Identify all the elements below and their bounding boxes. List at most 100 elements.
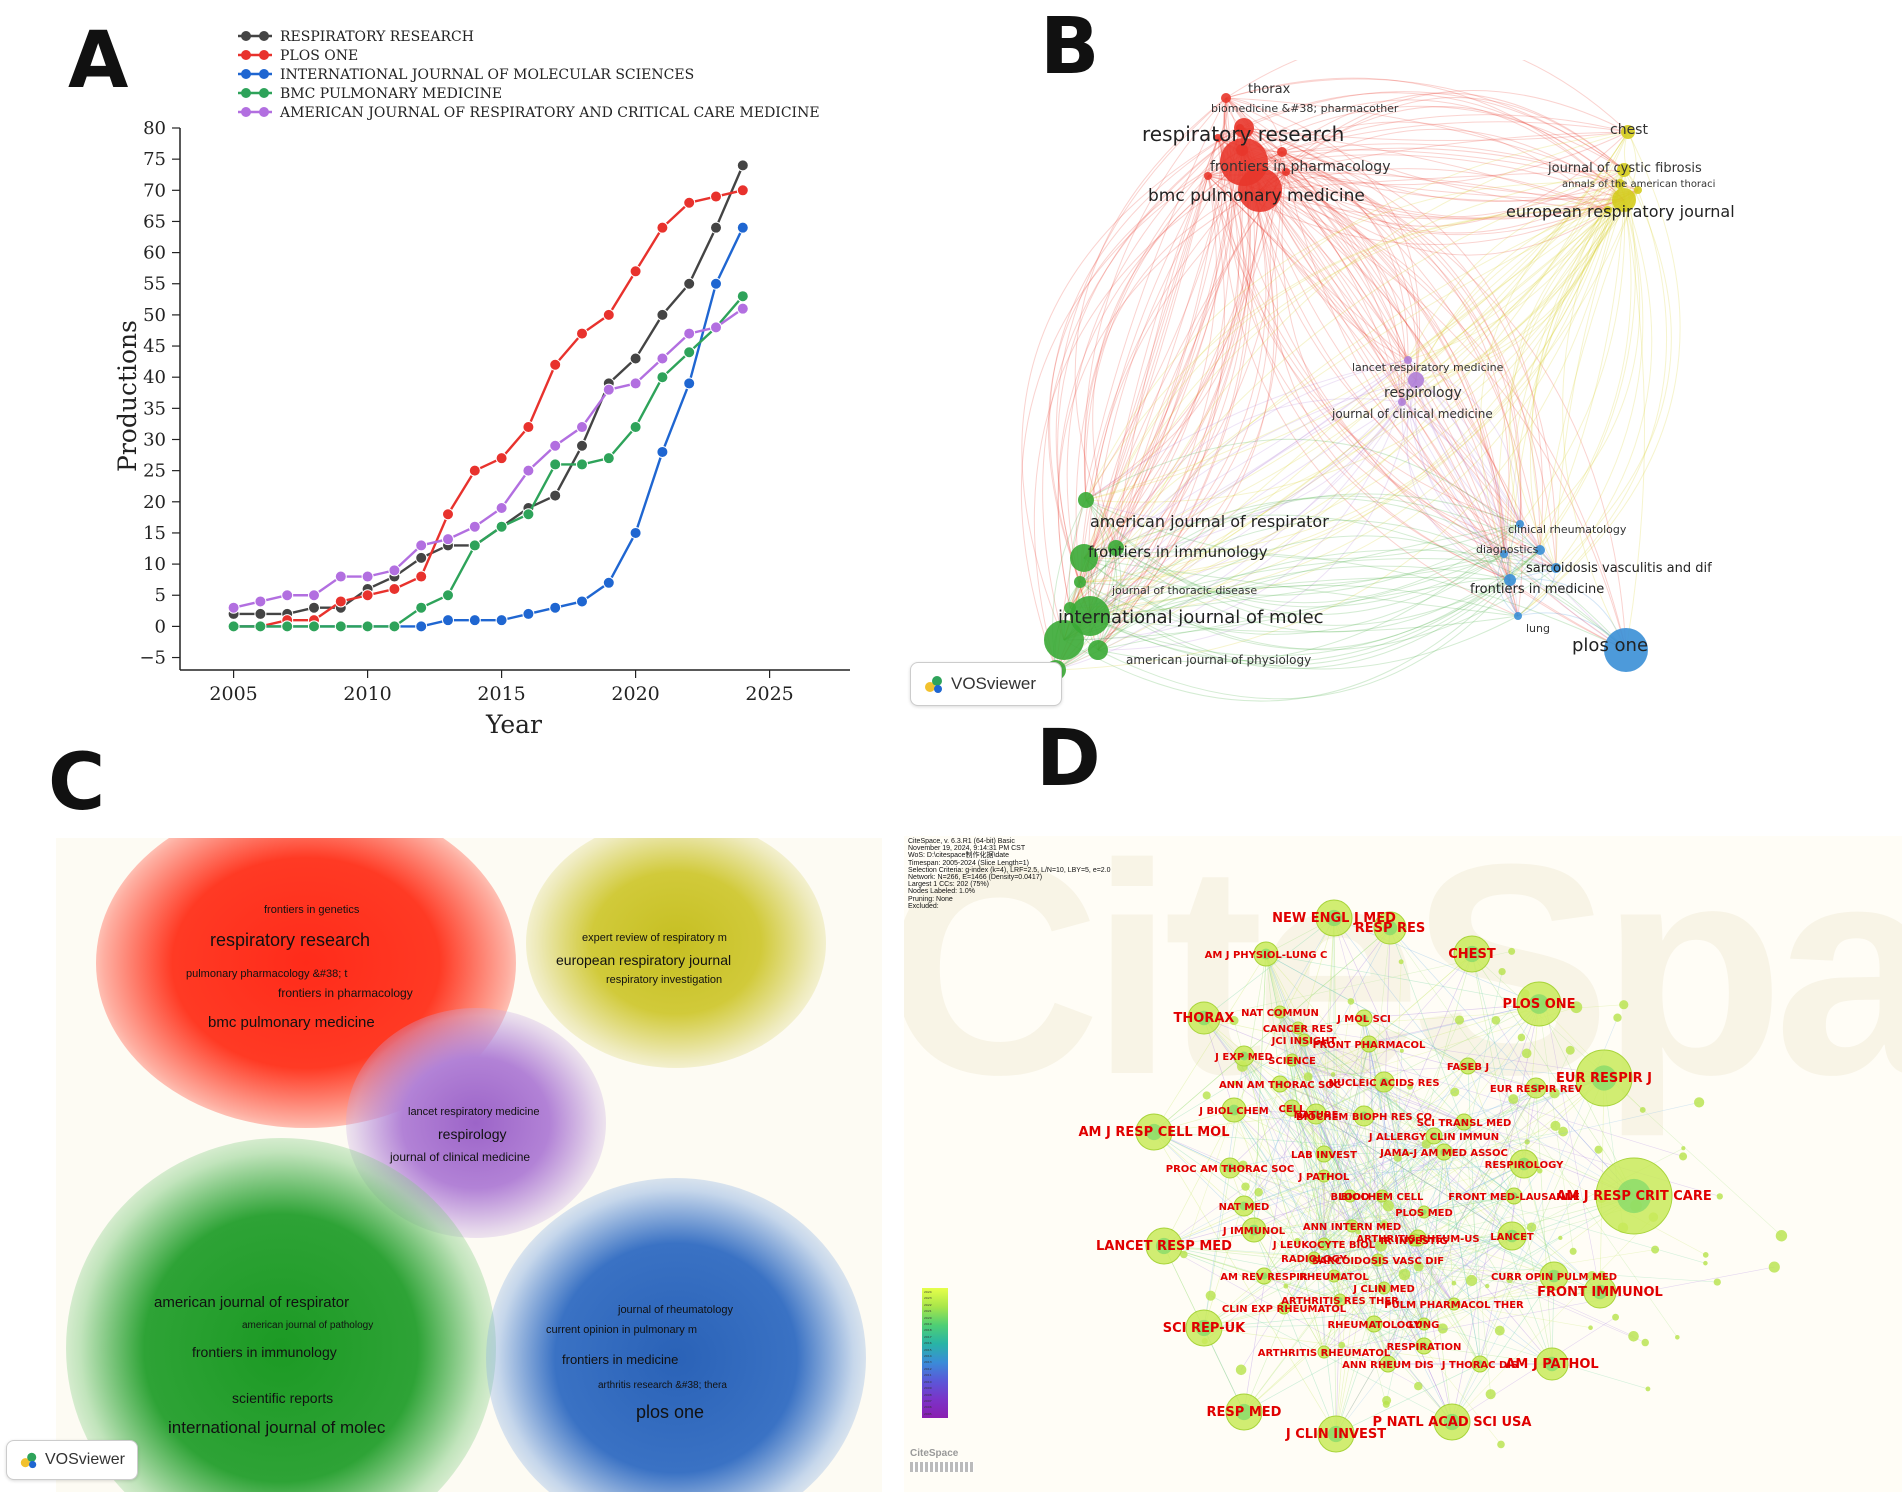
network-edge — [1063, 584, 1519, 641]
network-edge — [1241, 149, 1505, 555]
series-2 — [227, 221, 749, 633]
citespace-node-label: PULM PHARMACOL THER — [1384, 1300, 1524, 1311]
citespace-small-node — [1485, 1283, 1490, 1289]
citespace-edge — [1453, 1163, 1525, 1284]
header-line: Excluded: — [908, 902, 939, 910]
citespace-node-core — [1460, 1118, 1468, 1126]
citespace-node-label: IR INVESTIG — [1380, 1236, 1448, 1247]
citespace-node-label: RHEUMATOLOGY — [1327, 1320, 1421, 1331]
citespace-edge — [1283, 1065, 1469, 1309]
citespace-small-node — [1393, 1153, 1402, 1162]
citespace-small-node — [1768, 1261, 1780, 1273]
legend-label: BMC PULMONARY MEDICINE — [280, 86, 502, 102]
citespace-edge — [1423, 1087, 1537, 1213]
citespace-small-node — [1437, 1323, 1448, 1334]
network-edge — [1063, 149, 1250, 641]
citespace-edge — [1335, 1363, 1481, 1435]
network-edge — [1225, 77, 1625, 201]
data-point — [683, 377, 696, 390]
density-label-journal-of-clinical-medicine: journal of clinical medicine — [390, 1150, 531, 1164]
network-edge — [1285, 171, 1403, 403]
network-edge — [1083, 137, 1240, 559]
citespace-edge — [1243, 1195, 1635, 1413]
citespace-small-node — [1558, 1235, 1563, 1241]
citespace-node-core — [1381, 1285, 1387, 1291]
citespace-edge — [1163, 1077, 1605, 1247]
network-edge — [1021, 127, 1241, 641]
citespace-node-label: ARTHRITIS RHEUMATOL — [1258, 1348, 1391, 1359]
data-point — [227, 601, 240, 614]
node-label-bmc-pulmonary-medicine: bmc pulmonary medicine — [1148, 186, 1365, 206]
citespace-node-label: J PATHOL — [1298, 1172, 1350, 1183]
network-edge — [1241, 131, 1629, 227]
network-node — [1504, 574, 1516, 586]
citespace-node-label: ANN INTERN MED — [1303, 1222, 1401, 1233]
citespace-node-label: NUCLEIC ACIDS RES — [1328, 1078, 1439, 1089]
citespace-small-node — [1775, 1230, 1788, 1242]
citespace-edge — [1423, 1151, 1445, 1347]
citespace-edge — [1383, 1081, 1435, 1137]
data-point — [442, 533, 454, 546]
citespace-edge — [1423, 1195, 1515, 1213]
citespace-small-node — [1526, 1222, 1537, 1233]
network-edge — [1057, 189, 1261, 609]
network-node — [1621, 125, 1635, 139]
citespace-edge — [1291, 1059, 1337, 1435]
network-edge — [1225, 97, 1283, 153]
citespace-edge — [1381, 1003, 1540, 1197]
citespace-node-label: CLIN EXP RHEUMATOL — [1222, 1304, 1347, 1315]
citespace-edge — [1381, 1141, 1528, 1197]
y-tick-label: 10 — [143, 554, 166, 575]
citespace-edge — [1291, 1107, 1385, 1289]
citespace-edge — [1383, 1081, 1453, 1423]
network-edge — [1085, 499, 1118, 651]
network-edge — [1063, 579, 1511, 702]
data-point — [576, 421, 588, 434]
network-node — [1612, 188, 1636, 212]
network-edge — [1083, 359, 1409, 559]
citespace-edge — [1229, 1121, 1465, 1169]
network-edge — [1089, 379, 1417, 617]
network-edge — [1083, 189, 1639, 559]
panel-letter-a: A — [68, 16, 129, 106]
citespace-node-core — [1331, 1273, 1337, 1279]
citespace-edge — [1453, 1195, 1515, 1305]
citespace-edge — [1313, 917, 1335, 1259]
citespace-edge — [1315, 1113, 1513, 1237]
citespace-edge — [1313, 1197, 1602, 1259]
citespace-edge — [1153, 1113, 1317, 1133]
data-point — [495, 520, 508, 533]
network-edge — [1217, 137, 1625, 220]
density-label-lancet-respiratory-medicine: lancet respiratory medicine — [408, 1106, 540, 1118]
citespace-edge — [1313, 1001, 1352, 1259]
network-edge — [1089, 401, 1403, 617]
citespace-node-label: J CLIN MED — [1352, 1284, 1415, 1295]
citespace-edge — [1383, 1163, 1525, 1289]
network-edge — [1217, 137, 1557, 569]
data-point — [281, 589, 294, 602]
citespace-edge — [1291, 1059, 1601, 1293]
citespace-edge — [1297, 1017, 1365, 1029]
density-label-expert-review: expert review of respiratory m — [582, 932, 727, 944]
network-edge — [1063, 169, 1625, 641]
y-tick-label: 80 — [143, 118, 166, 139]
network-edge — [1083, 209, 1609, 559]
citespace-node-label: SARCOIDOSIS VASC DIF — [1312, 1256, 1444, 1267]
network-edge — [1079, 169, 1625, 583]
network-node — [1615, 179, 1625, 189]
vosviewer-badge-label: VOSviewer — [44, 1451, 125, 1468]
citespace-edge — [1387, 961, 1402, 1365]
citespace-edge — [1283, 1257, 1315, 1309]
citespace-small-node — [1202, 1091, 1211, 1100]
data-point — [629, 526, 642, 539]
citespace-edge — [1423, 1275, 1555, 1325]
citespace-node-core — [1235, 1403, 1253, 1421]
citespace-edge — [1451, 1275, 1555, 1423]
citespace-edge — [1363, 1017, 1425, 1325]
citespace-edge — [1243, 1055, 1293, 1109]
citespace-edge — [1203, 1323, 1375, 1329]
citespace-edge — [1203, 1017, 1353, 1227]
citespace-small-node — [1517, 1033, 1526, 1042]
network-edge — [1207, 175, 1511, 581]
citespace-node-core — [1544, 1356, 1560, 1372]
